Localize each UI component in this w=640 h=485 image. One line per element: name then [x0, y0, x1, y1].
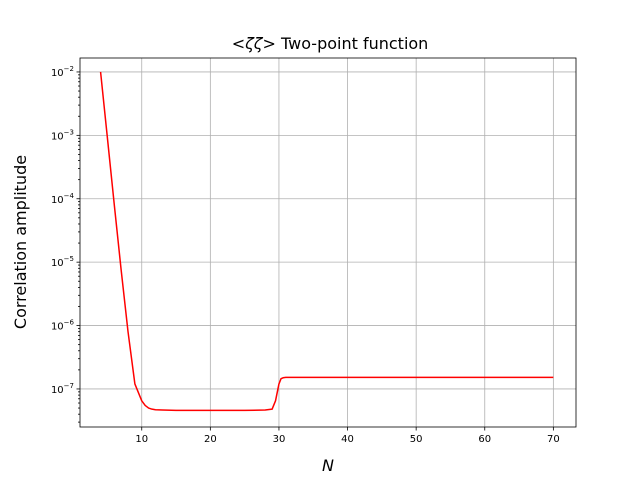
chart-title-text: Two-point function	[276, 34, 428, 53]
series-layer	[99, 71, 554, 412]
x-tick-label: 50	[410, 434, 423, 445]
x-tick-label: 20	[204, 434, 217, 445]
x-axis-label: N	[322, 456, 334, 475]
x-tick-label: 30	[273, 434, 286, 445]
y-tick-label: 10−5	[51, 255, 74, 269]
series-line	[99, 71, 554, 412]
y-axis-label: Correlation amplitude	[11, 155, 30, 329]
x-axis-ticks: 10 20 30 40 50 60 70	[135, 427, 560, 445]
y-tick-label: 10−4	[51, 192, 75, 206]
y-tick-label: 10−7	[51, 382, 74, 396]
y-tick-label: 10−2	[51, 65, 74, 79]
y-tick-label: 10−6	[51, 319, 75, 333]
y-tick-label: 10−3	[51, 128, 74, 142]
chart-title: <ζζ> Two-point function	[232, 34, 429, 53]
plot-frame	[79, 57, 577, 428]
y-axis-ticks: 10−7 10−6 10−5 10−4 10−3 10−2	[51, 65, 80, 423]
x-tick-label: 10	[135, 434, 148, 445]
chart-title-math: <ζζ>	[232, 34, 276, 53]
x-tick-label: 40	[341, 434, 354, 445]
x-tick-label: 70	[547, 434, 560, 445]
x-tick-label: 60	[478, 434, 491, 445]
grid	[80, 58, 576, 427]
